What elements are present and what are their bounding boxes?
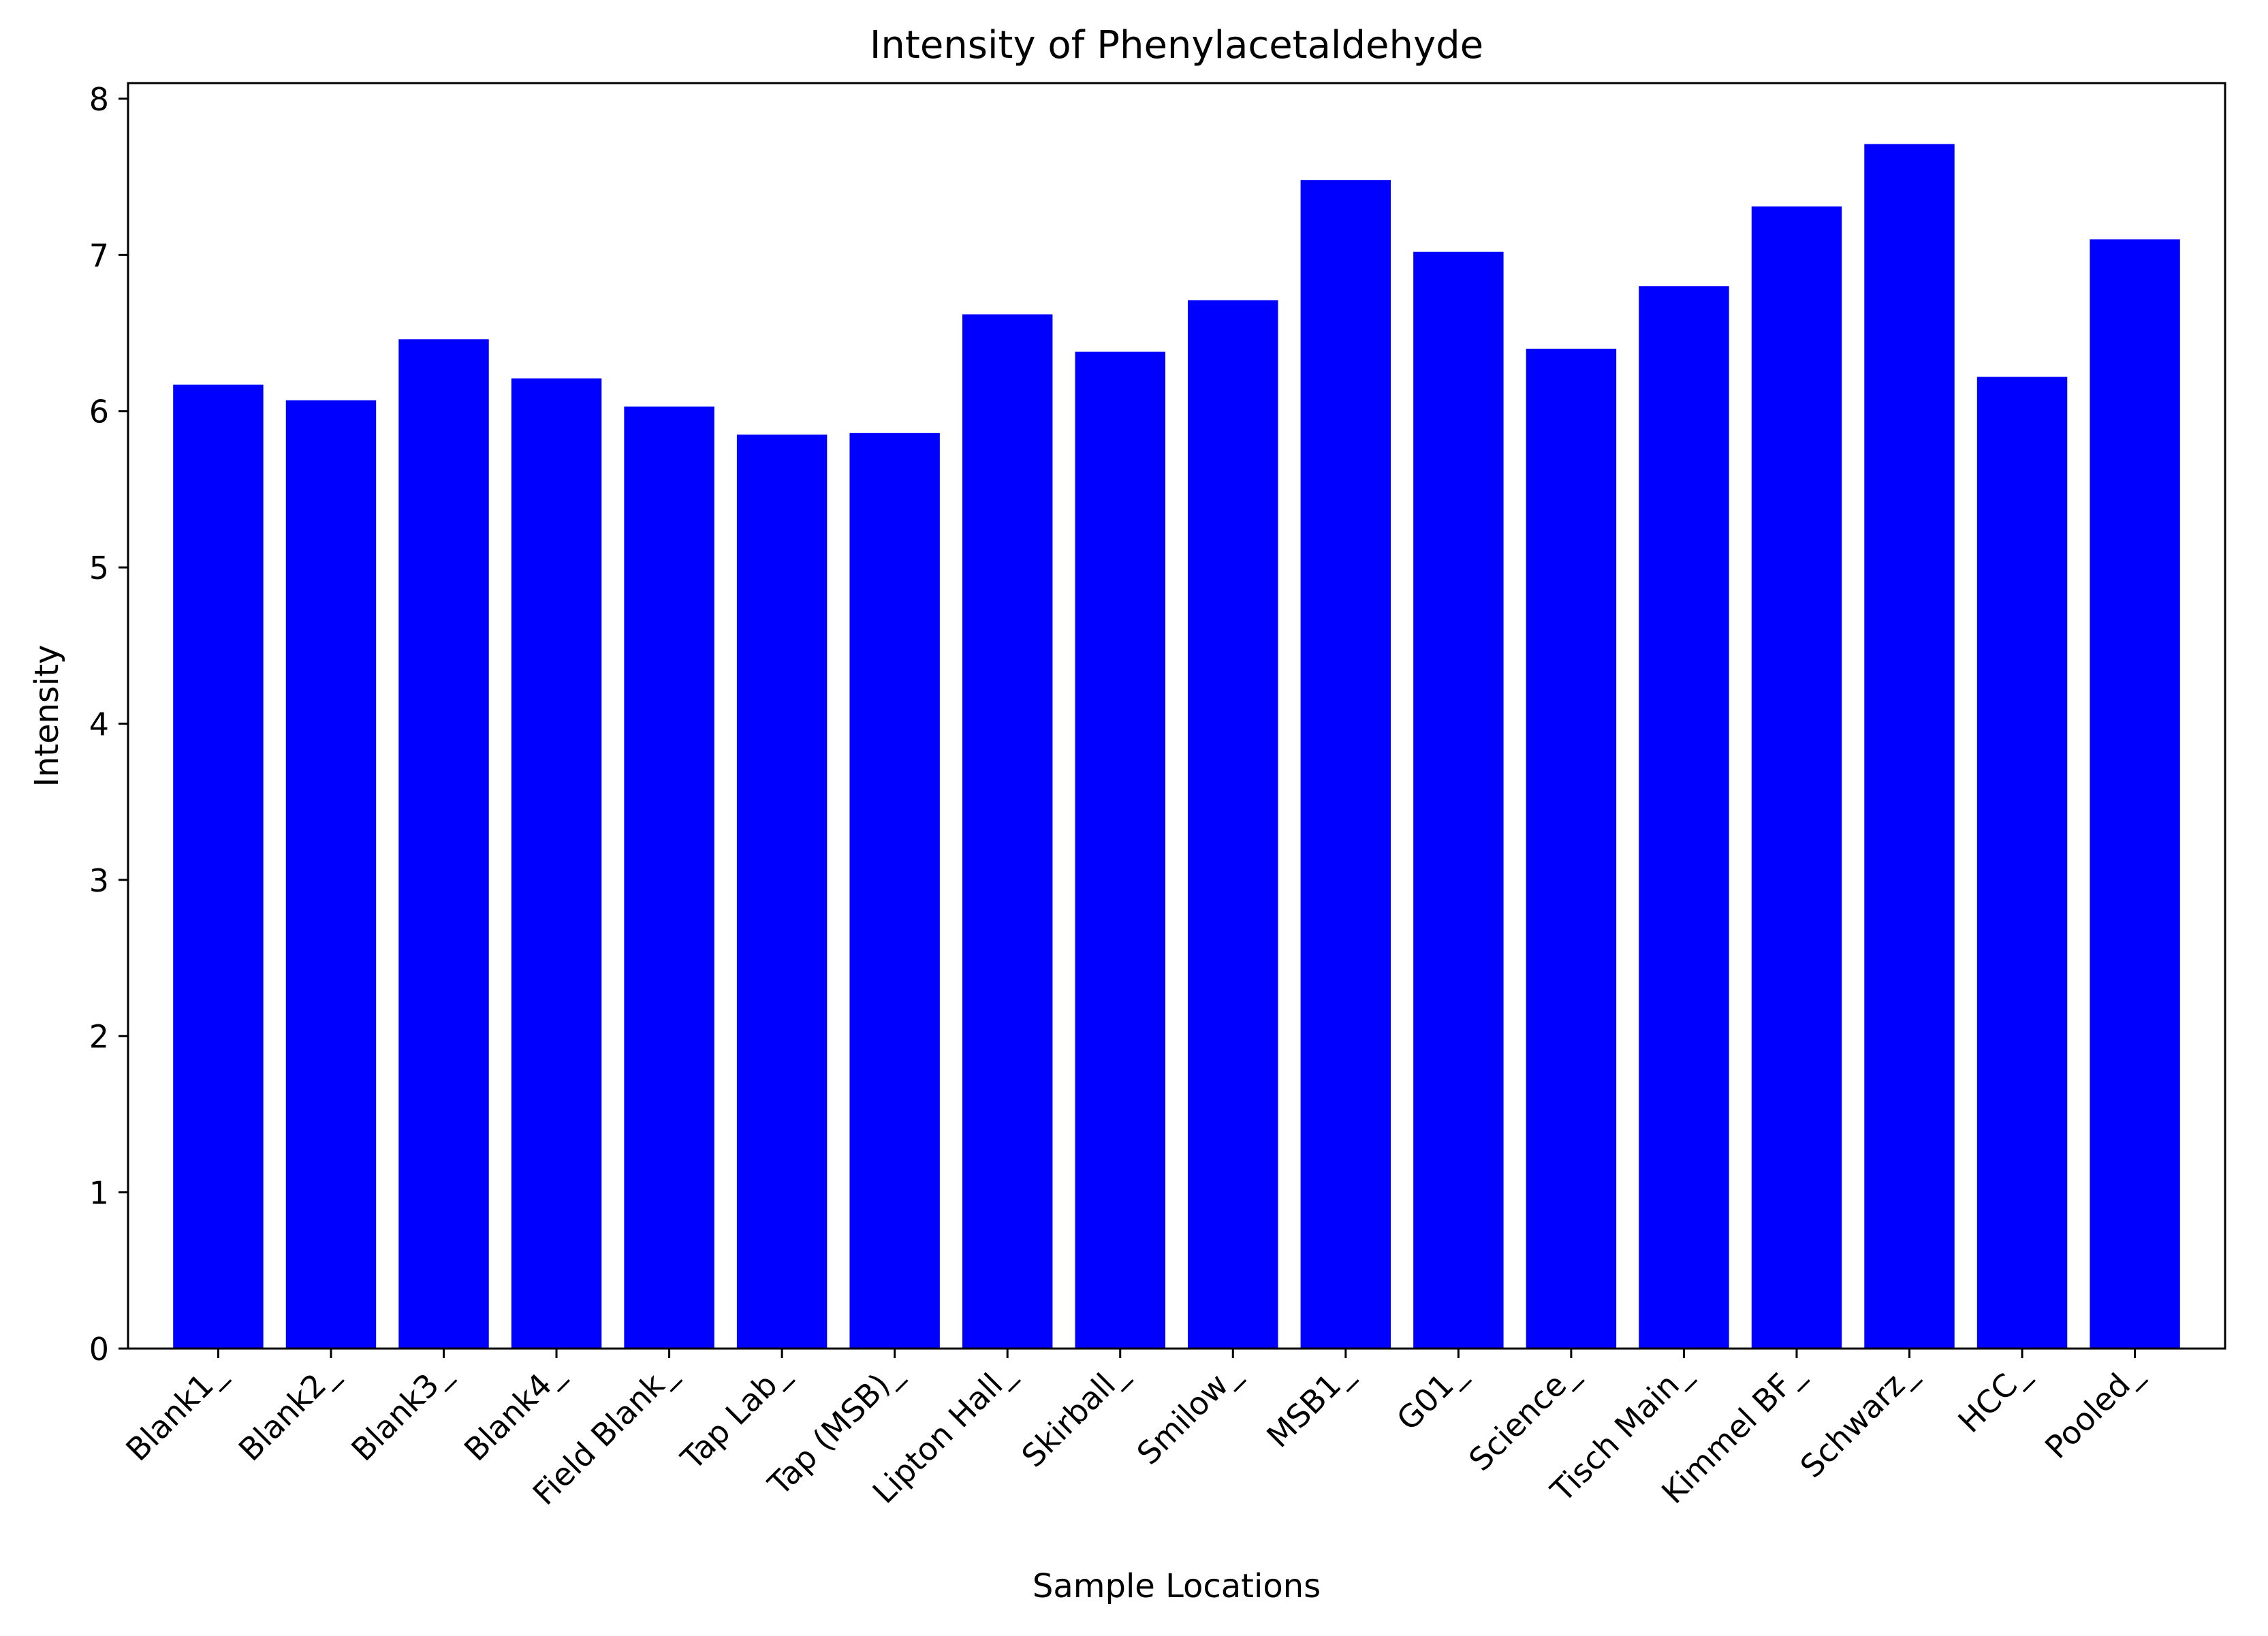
plot-frame xyxy=(127,82,2226,1350)
bar-16 xyxy=(1976,377,2068,1349)
x-tick-label-3: Blank4_ xyxy=(457,1355,571,1468)
y-tick-label-3: 3 xyxy=(89,862,109,899)
x-tick-label-16: HCC_ xyxy=(1951,1355,2036,1440)
y-tick-label-4: 4 xyxy=(89,706,109,742)
bar-14 xyxy=(1751,206,1842,1349)
y-tick-label-1: 1 xyxy=(89,1175,109,1212)
bar-1 xyxy=(285,400,377,1349)
x-tick-label-0: Blank1_ xyxy=(119,1355,232,1468)
y-tick-label-7: 7 xyxy=(89,237,109,274)
x-tick-label-1: Blank2_ xyxy=(232,1355,345,1468)
bar-5 xyxy=(736,435,828,1349)
bar-10 xyxy=(1300,180,1391,1349)
bars-layer xyxy=(173,144,2180,1349)
y-tick-label-6: 6 xyxy=(89,394,109,430)
bar-0 xyxy=(173,384,264,1349)
bar-2 xyxy=(398,339,489,1349)
y-tick-label-0: 0 xyxy=(89,1331,109,1368)
y-tick-label-5: 5 xyxy=(89,550,109,586)
x-tick-label-15: Schwarz_ xyxy=(1793,1355,1923,1485)
x-tick-label-17: Pooled_ xyxy=(2038,1355,2149,1466)
x-tick-label-2: Blank3_ xyxy=(344,1355,458,1468)
bar-15 xyxy=(1864,144,1955,1349)
bar-17 xyxy=(2090,239,2180,1349)
x-tick-label-10: MSB1_ xyxy=(1259,1355,1359,1455)
x-axis: Blank1_ Blank2_ Blank3_ Blank4_Field Blank_… xyxy=(119,1349,2149,1512)
y-tick-label-2: 2 xyxy=(89,1018,109,1055)
bar-13 xyxy=(1639,286,1729,1349)
bar-8 xyxy=(1075,351,1165,1349)
bar-7 xyxy=(962,314,1053,1349)
x-tick-label-8: Skirball_ xyxy=(1015,1355,1135,1475)
x-axis-label: Sample Locations xyxy=(1033,1567,1321,1605)
x-tick-label-11: G01_ xyxy=(1389,1355,1472,1438)
bar-3 xyxy=(511,378,602,1349)
y-axis: 0 1 2 3 4 5 6 7 8 xyxy=(89,81,128,1368)
y-axis-label: Intensity xyxy=(28,645,66,787)
bar-4 xyxy=(624,406,714,1349)
y-tick-label-8: 8 xyxy=(89,81,109,118)
x-tick-label-9: Smilow_ xyxy=(1130,1355,1247,1472)
bar-9 xyxy=(1188,300,1278,1349)
bar-6 xyxy=(849,432,940,1349)
bar-12 xyxy=(1526,348,1617,1349)
chart-title: Intensity of Phenylacetaldehyde xyxy=(870,23,1483,67)
bar-11 xyxy=(1413,251,1504,1349)
